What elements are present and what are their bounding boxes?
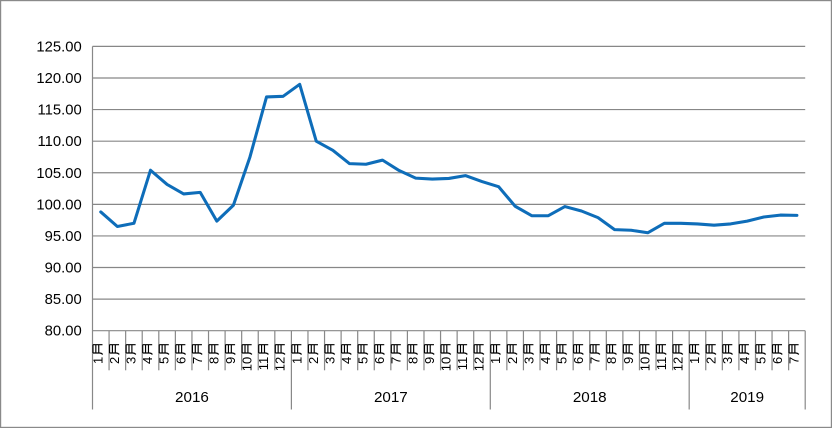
svg-text:105.00: 105.00 [36, 166, 81, 182]
svg-text:85.00: 85.00 [45, 292, 82, 308]
svg-text:4: 4 [737, 357, 752, 364]
svg-text:10: 10 [438, 357, 453, 371]
svg-text:10: 10 [240, 357, 255, 371]
svg-text:90.00: 90.00 [45, 261, 82, 277]
svg-text:12: 12 [472, 357, 487, 371]
svg-text:1: 1 [488, 357, 503, 364]
svg-text:8: 8 [604, 357, 619, 364]
svg-text:8: 8 [405, 357, 420, 364]
svg-text:1: 1 [687, 357, 702, 364]
svg-text:2018: 2018 [573, 389, 607, 406]
svg-text:9: 9 [223, 357, 238, 364]
svg-text:1: 1 [90, 357, 105, 364]
svg-text:9: 9 [621, 357, 636, 364]
svg-text:6: 6 [770, 357, 785, 364]
svg-text:11: 11 [654, 357, 669, 371]
svg-text:3: 3 [322, 357, 337, 364]
svg-text:100.00: 100.00 [36, 197, 81, 213]
svg-text:7: 7 [389, 357, 404, 364]
svg-text:7: 7 [588, 357, 603, 364]
svg-text:2019: 2019 [730, 389, 764, 406]
svg-text:95.00: 95.00 [45, 229, 82, 245]
svg-text:6: 6 [372, 357, 387, 364]
svg-text:4: 4 [339, 357, 354, 364]
svg-text:5: 5 [356, 357, 371, 364]
svg-text:115.00: 115.00 [38, 103, 82, 119]
svg-text:12: 12 [670, 357, 685, 371]
svg-text:125.00: 125.00 [36, 39, 81, 55]
svg-text:3: 3 [720, 357, 735, 364]
svg-text:8: 8 [206, 357, 221, 364]
svg-text:120.00: 120.00 [36, 71, 81, 87]
svg-text:5: 5 [554, 357, 569, 364]
svg-text:2016: 2016 [175, 389, 209, 406]
svg-text:2: 2 [107, 357, 122, 364]
svg-text:110.00: 110.00 [38, 134, 82, 150]
svg-text:2: 2 [505, 357, 520, 364]
svg-text:2: 2 [306, 357, 321, 364]
svg-text:6: 6 [571, 357, 586, 364]
svg-text:12: 12 [273, 357, 288, 371]
svg-text:7: 7 [787, 357, 802, 364]
svg-text:5: 5 [157, 357, 172, 364]
svg-text:2017: 2017 [374, 389, 408, 406]
svg-text:4: 4 [538, 357, 553, 364]
svg-text:7: 7 [190, 357, 205, 364]
svg-text:1: 1 [289, 357, 304, 364]
svg-text:3: 3 [521, 357, 536, 364]
svg-text:2: 2 [704, 357, 719, 364]
svg-text:80.00: 80.00 [45, 324, 82, 340]
svg-text:5: 5 [753, 357, 768, 364]
svg-text:6: 6 [173, 357, 188, 364]
svg-text:4: 4 [140, 357, 155, 364]
svg-text:9: 9 [422, 357, 437, 364]
svg-text:3: 3 [124, 357, 139, 364]
svg-text:11: 11 [256, 357, 271, 371]
svg-text:10: 10 [637, 357, 652, 371]
svg-text:11: 11 [455, 357, 470, 371]
